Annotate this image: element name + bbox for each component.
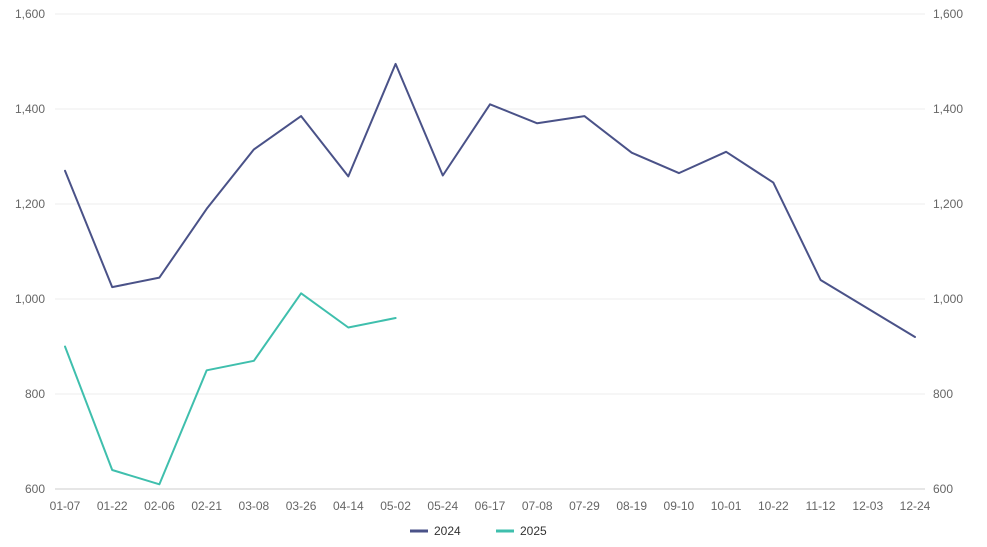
- y-tick-label-left: 600: [25, 482, 45, 496]
- x-tick-label: 11-12: [806, 499, 836, 513]
- series-line-2025: [64, 292, 397, 486]
- x-tick-label: 05-02: [380, 499, 411, 513]
- x-tick-label: 09-10: [664, 499, 695, 513]
- y-tick-label-right: 1,200: [933, 197, 963, 211]
- y-tick-label-left: 800: [25, 387, 45, 401]
- x-tick-label: 12-24: [900, 499, 931, 513]
- legend: 2024 2025: [410, 524, 547, 538]
- x-tick-label: 07-29: [569, 499, 600, 513]
- y-tick-label-right: 800: [933, 387, 953, 401]
- axes: 600 600 800 800 1,000 1,000 1,200 1,200 1,400 1,4…: [15, 7, 963, 513]
- y-tick-label-left: 1,000: [15, 292, 45, 306]
- x-tick-label: 07-08: [522, 499, 553, 513]
- x-tick-label: 03-26: [286, 499, 317, 513]
- legend-label-2024: 2024: [434, 524, 461, 538]
- x-tick-label: 04-14: [333, 499, 364, 513]
- gridlines: [55, 13, 925, 490]
- series-line-2024: [64, 62, 916, 338]
- x-tick-label: 08-19: [616, 499, 647, 513]
- y-tick-label-right: 1,400: [933, 102, 963, 116]
- x-tick-label: 05-24: [427, 499, 458, 513]
- y-tick-label-left: 1,200: [15, 197, 45, 211]
- x-tick-label: 10-22: [758, 499, 789, 513]
- legend-label-2025: 2025: [520, 524, 547, 538]
- x-tick-label: 02-06: [144, 499, 175, 513]
- x-tick-label: 01-07: [50, 499, 81, 513]
- x-tick-label: 01-22: [97, 499, 128, 513]
- y-tick-label-right: 1,600: [933, 7, 963, 21]
- y-tick-label-left: 1,400: [15, 102, 45, 116]
- x-tick-label: 03-08: [239, 499, 270, 513]
- x-tick-label: 10-01: [711, 499, 742, 513]
- y-tick-label-left: 1,600: [15, 7, 45, 21]
- series-lines: [64, 62, 916, 486]
- y-tick-label-right: 600: [933, 482, 953, 496]
- y-tick-label-right: 1,000: [933, 292, 963, 306]
- x-tick-label: 12-03: [852, 499, 883, 513]
- x-tick-label: 06-17: [475, 499, 506, 513]
- x-tick-label: 02-21: [191, 499, 222, 513]
